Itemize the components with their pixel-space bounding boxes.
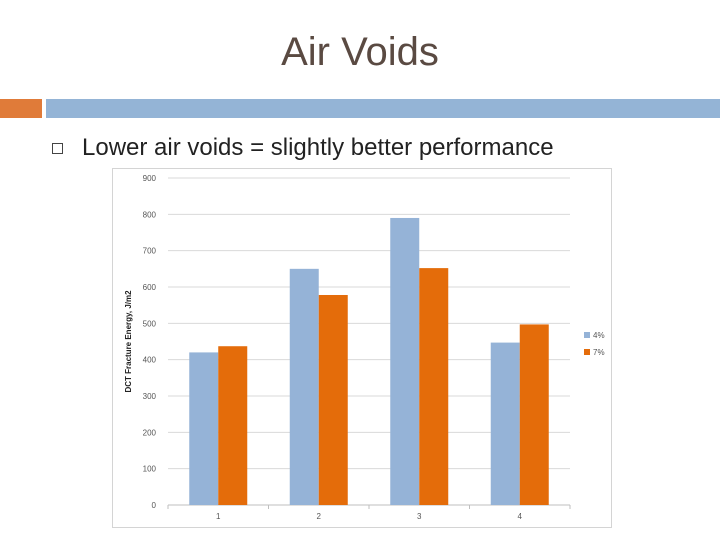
y-tick-label: 500 bbox=[143, 319, 157, 328]
accent-bar-blue bbox=[46, 99, 720, 118]
y-tick-label: 600 bbox=[143, 283, 157, 292]
legend-swatch-4pct bbox=[584, 332, 590, 338]
x-category-label: 3 bbox=[417, 512, 422, 521]
x-category-label: 1 bbox=[216, 512, 221, 521]
chart-frame: 0 100 200 300 400 500 600 700 800 900 1 2 3 4 4% 7% D… bbox=[112, 168, 612, 528]
bar-4pct-1 bbox=[189, 352, 219, 505]
legend: 4% 7% bbox=[584, 331, 605, 357]
y-tick-label: 0 bbox=[152, 501, 157, 510]
bar-4pct-2 bbox=[289, 268, 319, 505]
accent-bar-orange bbox=[0, 99, 42, 118]
y-axis-ticks: 0 100 200 300 400 500 600 700 800 900 bbox=[143, 174, 157, 510]
y-axis-label: DCT Fracture Energy, J/m2 bbox=[124, 290, 133, 393]
legend-swatch-7pct bbox=[584, 349, 590, 355]
y-tick-label: 400 bbox=[143, 356, 157, 365]
bar-4pct-4 bbox=[490, 342, 520, 505]
x-category-label: 4 bbox=[518, 512, 523, 521]
x-axis-categories: 1 2 3 4 bbox=[167, 505, 571, 521]
bars bbox=[189, 217, 549, 505]
bar-7pct-2 bbox=[318, 294, 348, 505]
x-category-label: 2 bbox=[317, 512, 322, 521]
y-tick-label: 100 bbox=[143, 465, 157, 474]
bar-chart: 0 100 200 300 400 500 600 700 800 900 1 2 3 4 4% 7% D… bbox=[124, 174, 605, 521]
bar-7pct-4 bbox=[519, 324, 549, 505]
y-tick-label: 300 bbox=[143, 392, 157, 401]
square-bullet-icon bbox=[52, 143, 63, 154]
legend-label: 7% bbox=[593, 348, 605, 357]
legend-label: 4% bbox=[593, 331, 605, 340]
slide-title: Air Voids bbox=[281, 30, 439, 74]
bar-4pct-3 bbox=[390, 217, 420, 505]
y-tick-label: 900 bbox=[143, 174, 157, 183]
bar-7pct-3 bbox=[419, 268, 449, 505]
bar-7pct-1 bbox=[218, 346, 248, 505]
y-tick-label: 200 bbox=[143, 428, 157, 437]
y-tick-label: 700 bbox=[143, 247, 157, 256]
bullet-text: Lower air voids = slightly better perfor… bbox=[82, 134, 554, 161]
bullet-item: Lower air voids = slightly better perfor… bbox=[52, 134, 712, 166]
y-tick-label: 800 bbox=[143, 210, 157, 219]
